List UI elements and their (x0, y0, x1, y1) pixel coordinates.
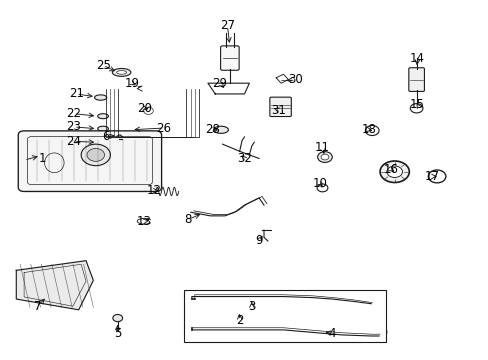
Text: 3: 3 (247, 300, 255, 313)
Circle shape (386, 166, 402, 177)
Ellipse shape (117, 71, 126, 74)
Circle shape (113, 315, 122, 321)
Ellipse shape (213, 126, 228, 134)
Circle shape (87, 148, 104, 161)
Circle shape (317, 152, 331, 162)
FancyBboxPatch shape (18, 131, 161, 192)
Ellipse shape (94, 95, 106, 100)
Text: 25: 25 (96, 59, 110, 72)
FancyBboxPatch shape (269, 97, 291, 117)
Text: 14: 14 (409, 51, 424, 64)
Text: 32: 32 (237, 152, 251, 165)
Ellipse shape (112, 68, 131, 76)
Text: 23: 23 (66, 121, 81, 134)
Text: 12: 12 (146, 184, 162, 197)
Ellipse shape (98, 140, 108, 145)
Ellipse shape (98, 114, 108, 119)
Text: 4: 4 (328, 327, 335, 340)
Text: 13: 13 (137, 215, 152, 228)
Text: 10: 10 (312, 177, 327, 190)
Text: 17: 17 (424, 170, 439, 183)
Text: 5: 5 (114, 327, 121, 340)
Text: 7: 7 (34, 300, 41, 313)
Text: 16: 16 (383, 163, 397, 176)
FancyBboxPatch shape (220, 46, 239, 70)
FancyBboxPatch shape (408, 68, 424, 91)
Text: 29: 29 (212, 77, 227, 90)
Text: 24: 24 (66, 135, 81, 148)
Text: 8: 8 (184, 213, 192, 226)
Ellipse shape (98, 126, 108, 131)
Text: 15: 15 (409, 98, 424, 111)
Circle shape (374, 328, 386, 336)
Circle shape (321, 154, 328, 160)
Text: 30: 30 (288, 73, 303, 86)
Text: 2: 2 (235, 314, 243, 327)
Circle shape (81, 144, 110, 166)
Text: 22: 22 (66, 107, 81, 120)
Text: 27: 27 (220, 19, 234, 32)
Text: 9: 9 (255, 234, 263, 247)
Text: 1: 1 (39, 152, 46, 165)
Bar (183, 290, 385, 342)
Text: 28: 28 (205, 123, 220, 136)
Text: 20: 20 (137, 102, 152, 115)
Text: 18: 18 (361, 123, 375, 136)
Text: 11: 11 (314, 141, 329, 154)
Text: 19: 19 (124, 77, 140, 90)
Circle shape (379, 161, 408, 183)
Text: 21: 21 (69, 87, 83, 100)
Text: 6: 6 (102, 130, 109, 144)
Text: 31: 31 (271, 104, 285, 117)
Text: 26: 26 (156, 122, 171, 135)
Polygon shape (16, 261, 93, 310)
